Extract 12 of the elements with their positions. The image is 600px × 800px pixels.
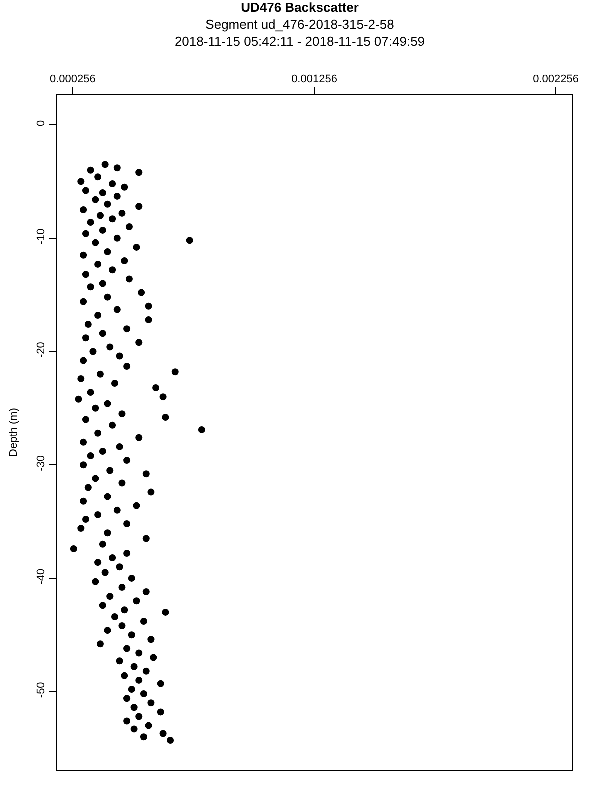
- y-tick-label: -20: [36, 342, 48, 358]
- y-axis-title: Depth (m): [8, 408, 20, 457]
- x-tick-label: 0.001256: [292, 74, 338, 86]
- chart-title: UD476 Backscatter: [241, 0, 359, 15]
- y-tick-label: 0: [36, 120, 48, 126]
- y-tick-label: -30: [36, 455, 48, 472]
- x-tick-label: 0.002256: [533, 74, 580, 86]
- y-tick-label: -10: [36, 228, 48, 245]
- y-tick-label: -40: [36, 568, 48, 585]
- y-tick-label: -50: [36, 682, 48, 698]
- chart-subtitle: Segment ud_476-2018-315-2-58 2018-11-15 05:42:11 - 2018-11-15 07:49:59: [174, 16, 426, 49]
- x-tick-label: 0.000256: [50, 74, 96, 86]
